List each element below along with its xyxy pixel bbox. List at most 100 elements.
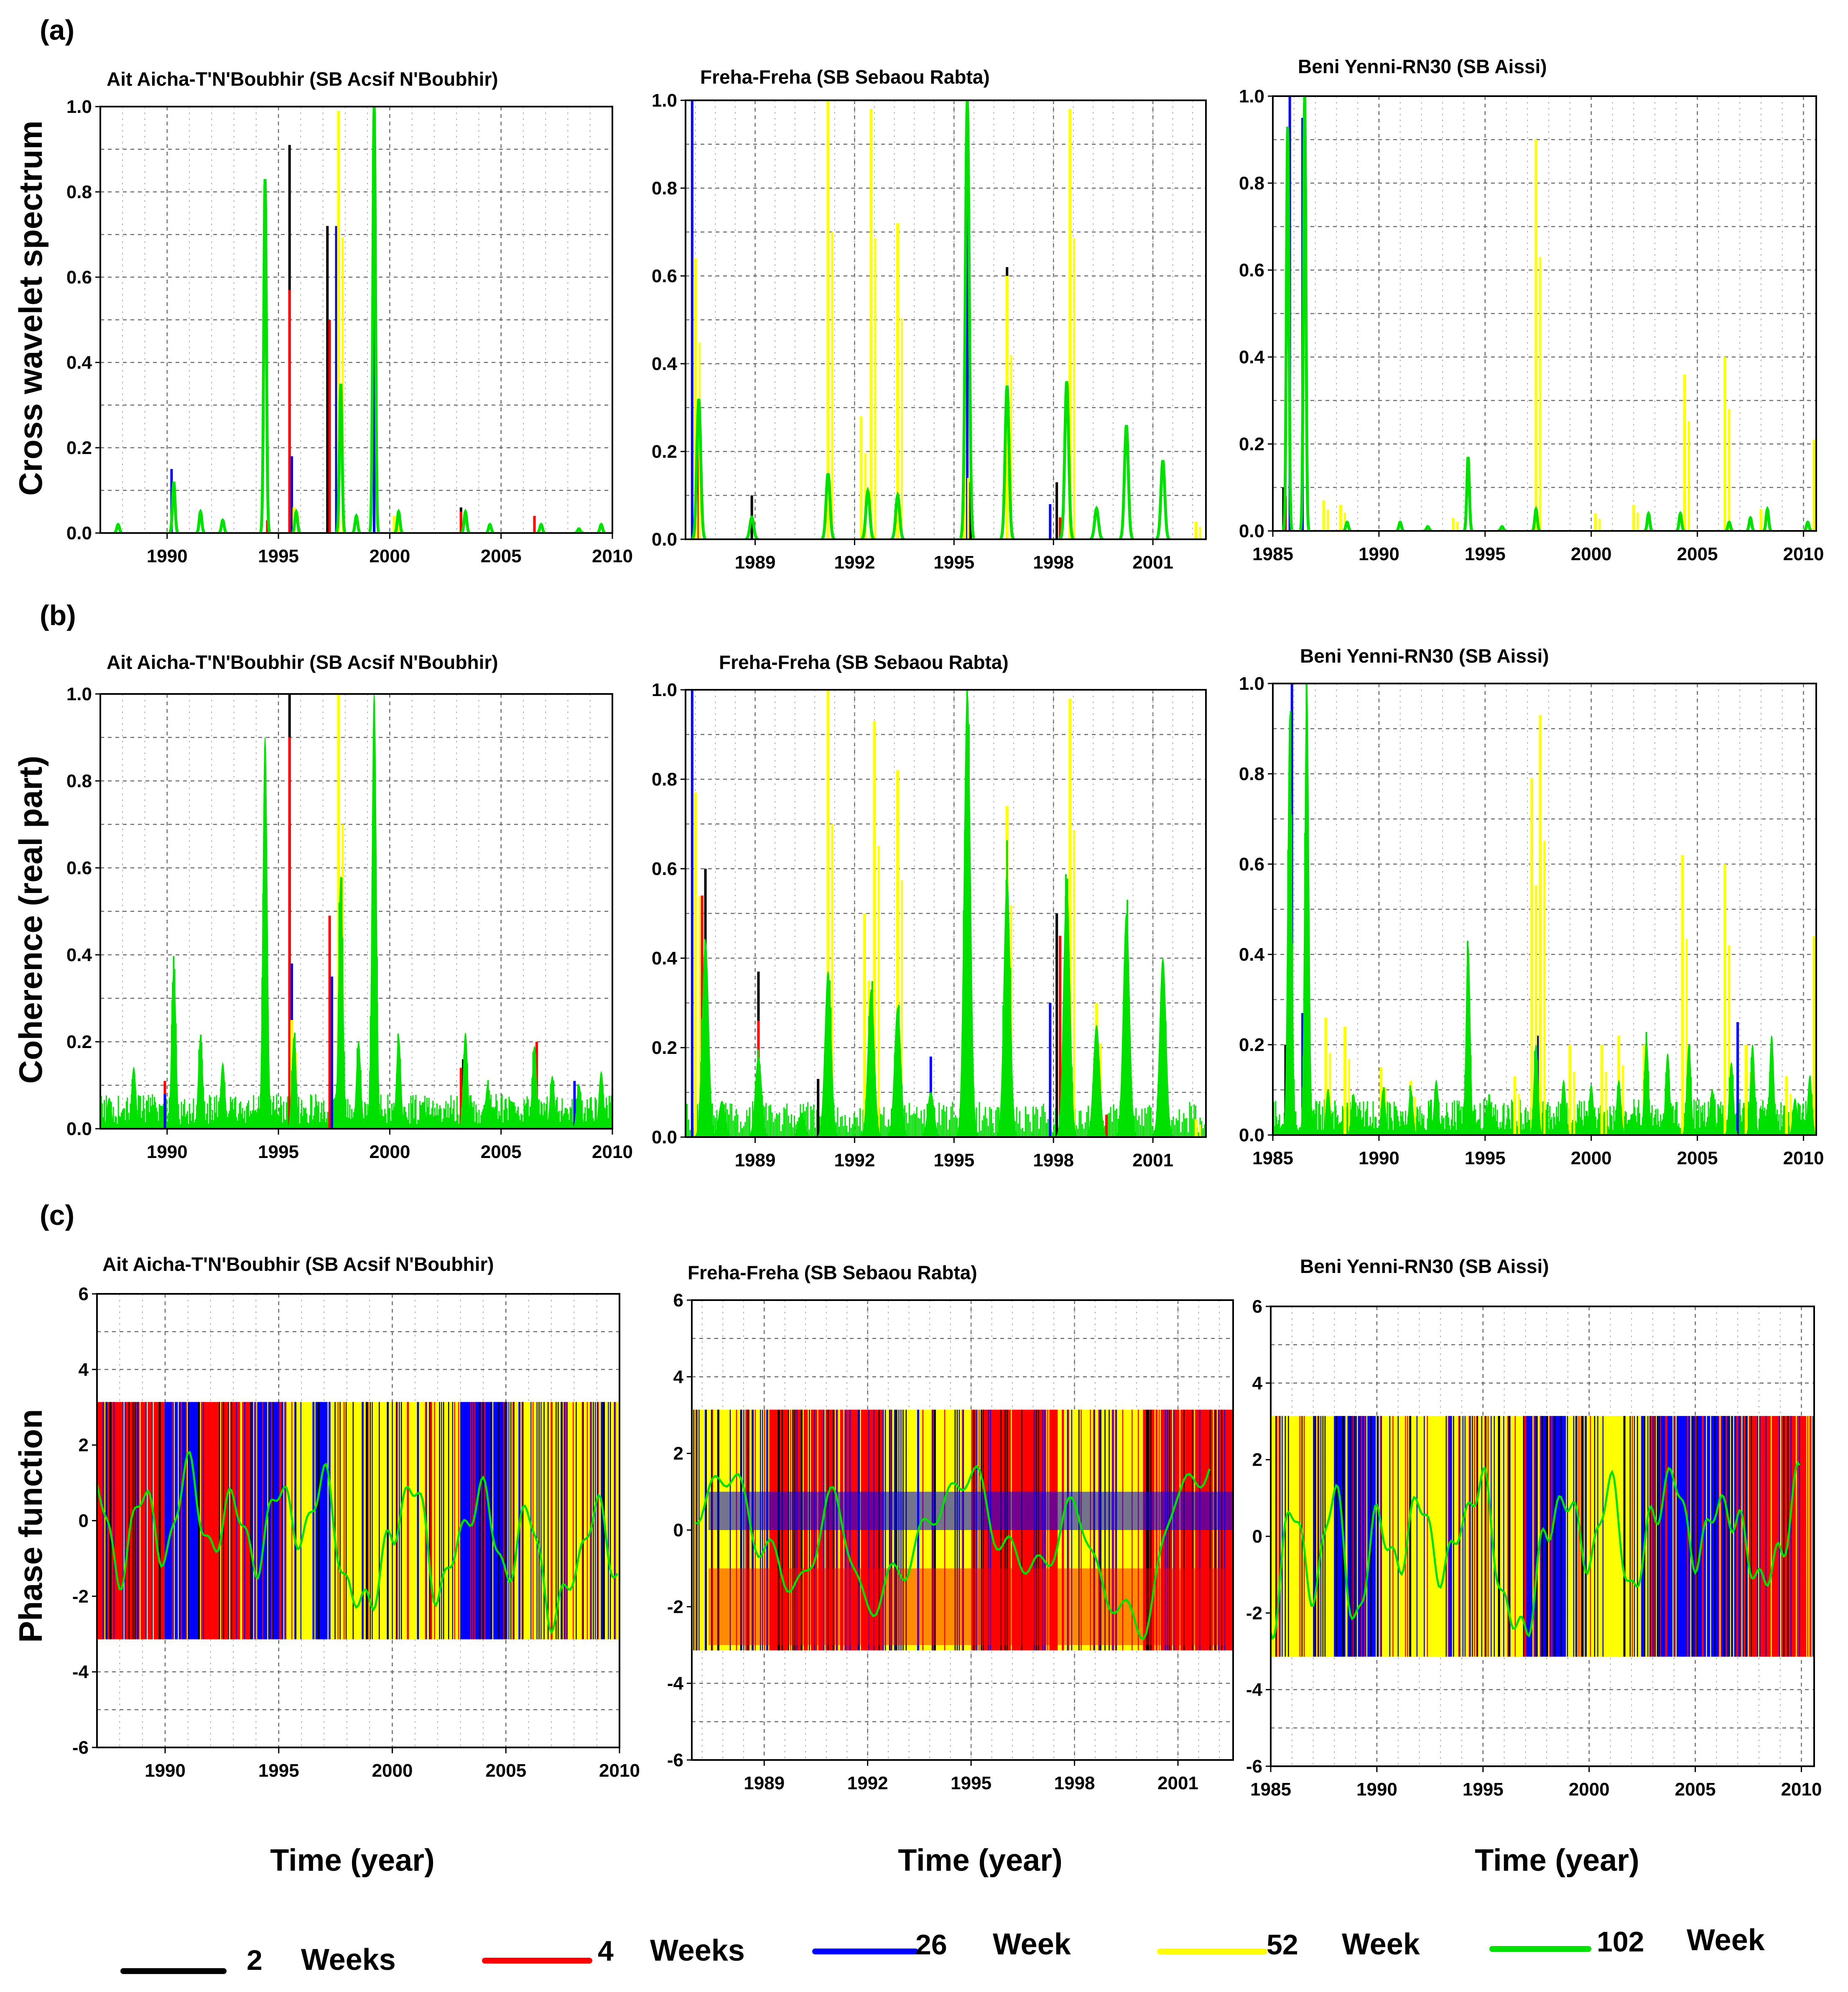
ytick-label: 0.8	[1239, 764, 1264, 784]
ytick-label: 2	[79, 1435, 89, 1456]
panel-title: Ait Aicha-T'N'Boubhir (SB Acsif N'Boubhi…	[107, 68, 498, 90]
ytick-label: 0.0	[1239, 521, 1264, 541]
ytick-label: 0.4	[652, 354, 678, 374]
ytick-label: 0.2	[66, 438, 92, 458]
panel-a3: Beni Yenni-RN30 (SB Aissi) 0.0 0.2 0.4 0.6 0.…	[1239, 56, 1824, 564]
series-w52	[1322, 140, 1816, 531]
ylabel-row-c: Phase function	[12, 1409, 49, 1643]
peak	[168, 481, 179, 533]
xtick-label: 1995	[258, 1142, 299, 1162]
ytick-label: 1.0	[652, 90, 677, 111]
peak	[1676, 510, 1685, 531]
panel-title: Beni Yenni-RN30 (SB Aissi)	[1298, 56, 1547, 77]
xtick-label: 2010	[599, 1760, 640, 1781]
ytick-label: 0.8	[652, 769, 677, 790]
peak	[1119, 425, 1134, 539]
gridlines	[100, 107, 612, 533]
xtick-label: 1995	[258, 1760, 299, 1781]
ytick-label: 0.0	[66, 1119, 92, 1139]
xtick-label: 1995	[1465, 544, 1506, 564]
phase-wraps	[97, 1402, 619, 1640]
ytick-label: -4	[1246, 1680, 1263, 1700]
ytick-label: 6	[79, 1284, 89, 1304]
ytick-label: 1.0	[66, 684, 92, 704]
peak	[1746, 515, 1755, 531]
ytick-label: 0.8	[66, 182, 92, 202]
xtick-label: 2005	[485, 1760, 526, 1781]
ytick-label: -4	[72, 1662, 89, 1682]
panel-title: Freha-Freha (SB Sebaou Rabta)	[719, 651, 1009, 673]
ytick-label: 0.0	[66, 523, 92, 543]
ytick-label: 1.0	[1239, 86, 1264, 107]
plot-area	[1273, 684, 1816, 1135]
ytick-label: 0.6	[652, 266, 677, 286]
ytick-label: 0	[1252, 1526, 1262, 1547]
panel-title: Ait Aicha-T'N'Boubhir (SB Acsif N'Boubhi…	[107, 651, 498, 673]
legend-value-4-weeks: 4	[598, 1935, 614, 1967]
xtick-label: 2010	[1781, 1779, 1822, 1800]
legend-value-2-weeks: 2	[247, 1944, 263, 1976]
series-w52	[292, 111, 400, 533]
xtick-label: 2000	[1571, 1148, 1612, 1168]
peak	[1763, 506, 1772, 531]
panel-title: Freha-Freha (SB Sebaou Rabta)	[688, 1262, 977, 1283]
xtick-label: 1995	[951, 1773, 992, 1793]
ytick-label: -2	[72, 1586, 89, 1607]
ytick-label: 0.6	[652, 859, 677, 879]
ytick-label: 1.0	[652, 680, 677, 700]
ylabel-row-b: Coherence (real part)	[12, 756, 49, 1084]
ytick-label: -2	[667, 1597, 683, 1617]
xtick-label: 1995	[933, 552, 974, 573]
ytick-label: 0	[673, 1520, 683, 1541]
peak	[999, 385, 1015, 539]
ytick-label: 0.4	[1239, 944, 1265, 965]
xtick-label: 1985	[1250, 1779, 1291, 1800]
ytick-label: 6	[673, 1290, 683, 1311]
xtick-label: 1995	[933, 1150, 974, 1171]
xtick-label: 2000	[372, 1760, 413, 1781]
gridlines	[1273, 96, 1816, 531]
ytick-label: 0.8	[652, 178, 677, 199]
xtick-label: 1998	[1054, 1773, 1095, 1793]
xlabel-panel-c1: Time (year)	[270, 1843, 435, 1877]
peak	[959, 100, 976, 539]
xtick-label: 1998	[1033, 1150, 1074, 1171]
xtick-label: 1990	[147, 546, 188, 566]
series-w102	[694, 690, 1174, 1137]
plot-area	[1282, 96, 1816, 531]
ytick-label: 0.4	[66, 945, 92, 965]
legend-value-102-week: 102	[1597, 1926, 1644, 1958]
panel-c1: Ait Aicha-T'N'Boubhir (SB Acsif N'Boubhi…	[72, 1253, 640, 1781]
peak	[596, 523, 606, 533]
xtick-label: 2010	[592, 1142, 633, 1162]
series-w4	[163, 737, 538, 1129]
series-w102	[695, 1464, 1211, 1641]
peak	[817, 971, 839, 1137]
row-label-a: (a)	[40, 14, 74, 46]
xtick-label: 2005	[1675, 1779, 1716, 1800]
ytick-label: 0.2	[1239, 434, 1264, 454]
axes-frame	[685, 689, 1207, 1138]
ytick-label: 0.2	[66, 1032, 92, 1052]
xtick-label: 1989	[735, 552, 776, 573]
plot-area	[114, 107, 606, 533]
panel-title: Ait Aicha-T'N'Boubhir (SB Acsif N'Boubhi…	[102, 1253, 494, 1275]
legend-unit-52-week: Week	[1342, 1928, 1420, 1961]
legend-unit-4-weeks: Weeks	[650, 1934, 745, 1967]
xtick-label: 2010	[1783, 1148, 1824, 1168]
xtick-label: 1992	[834, 1150, 875, 1171]
peak	[485, 523, 494, 533]
legend: 2 Weeks 4 Weeks 26 Week 52 Week 102 Week	[120, 1923, 1765, 1977]
peak	[196, 508, 206, 533]
ytick-label: 0.6	[66, 267, 92, 288]
ytick-label: -6	[667, 1750, 683, 1770]
xtick-label: 1990	[145, 1760, 186, 1781]
ytick-label: 1.0	[66, 97, 92, 117]
plot-area	[1271, 1416, 1814, 1657]
peak	[1115, 913, 1138, 1137]
panel-c2: Freha-Freha (SB Sebaou Rabta) -6 -4 -2 0 2 4 6 1…	[667, 1262, 1234, 1793]
plot-area	[686, 690, 1206, 1137]
panel-title: Beni Yenni-RN30 (SB Aissi)	[1300, 1255, 1549, 1277]
ytick-label: 0.6	[66, 858, 92, 878]
legend-unit-2-weeks: Weeks	[301, 1943, 396, 1977]
